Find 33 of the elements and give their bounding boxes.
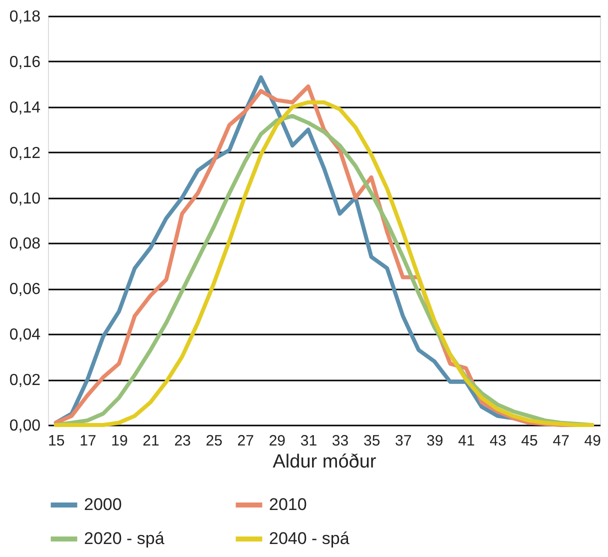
x-tick-label: 45 bbox=[521, 432, 538, 450]
x-tick-label: 33 bbox=[332, 432, 349, 450]
x-tick-label: 29 bbox=[268, 432, 286, 450]
legend-label: 2020 - spá bbox=[84, 529, 165, 548]
y-tick-label: 0,06 bbox=[9, 281, 41, 298]
y-tick-label: 0,18 bbox=[9, 8, 41, 26]
legend-label: 2000 bbox=[84, 495, 122, 514]
y-tick-label: 0,16 bbox=[9, 54, 41, 71]
x-tick-label: 41 bbox=[458, 432, 475, 450]
x-tick-label: 43 bbox=[490, 432, 506, 450]
y-tick-label: 0,02 bbox=[9, 372, 41, 390]
x-tick-label: 47 bbox=[552, 432, 570, 450]
x-tick-label: 23 bbox=[174, 432, 191, 450]
x-tick-label: 21 bbox=[142, 432, 160, 450]
legend-label: 2040 - spá bbox=[269, 529, 350, 548]
x-tick-label: 31 bbox=[300, 432, 318, 450]
x-axis-title: Aldur móður bbox=[272, 452, 377, 472]
y-tick-label: 0,12 bbox=[9, 144, 41, 162]
x-tick-label: 19 bbox=[111, 432, 128, 450]
x-tick-label: 49 bbox=[584, 432, 601, 450]
x-tick-label: 15 bbox=[48, 432, 65, 450]
x-tick-label: 37 bbox=[395, 432, 412, 450]
y-tick-label: 0,10 bbox=[9, 190, 41, 208]
x-tick-label: 35 bbox=[363, 432, 380, 450]
x-tick-label: 27 bbox=[237, 432, 254, 450]
y-tick-label: 0,14 bbox=[9, 99, 41, 116]
legend-label: 2010 bbox=[269, 495, 307, 514]
x-tick-label: 39 bbox=[426, 432, 444, 450]
x-tick-label: 25 bbox=[206, 432, 222, 450]
y-tick-label: 0,08 bbox=[9, 236, 41, 253]
y-tick-label: 0,04 bbox=[9, 326, 41, 344]
y-tick-label: 0,00 bbox=[9, 418, 41, 434]
x-tick-label: 17 bbox=[80, 432, 96, 450]
